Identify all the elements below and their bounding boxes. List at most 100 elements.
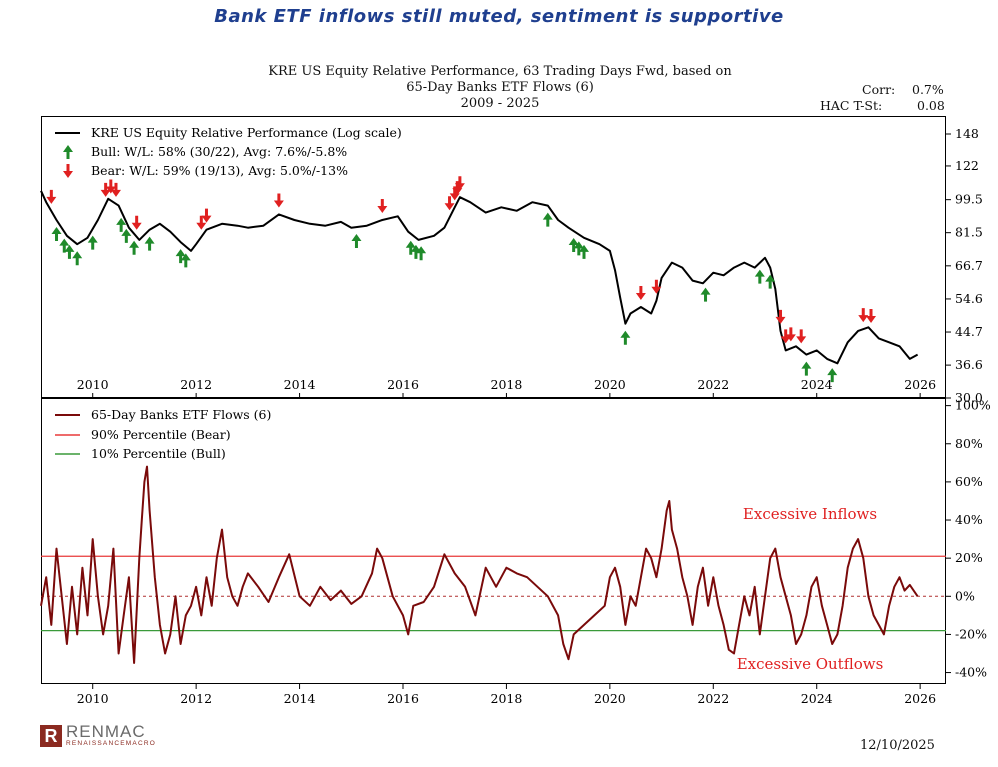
bear-signal-arrow [635,286,646,301]
logo-mark: R [40,725,62,747]
top-y-tick-label: 54.6 [955,291,983,306]
bottom-y-tick-label: 0% [955,588,975,603]
bear-signal-arrow [201,208,212,223]
bear-signal-arrow [110,182,121,197]
top-x-tick-label: 2022 [697,377,729,392]
bear-signal-arrow [452,181,463,196]
bottom-x-tick-label: 2014 [284,691,316,706]
bottom-y-tick-label: 80% [955,436,983,451]
legend-perf-label: KRE US Equity Relative Performance (Log … [91,125,402,140]
top-y-tick-label: 122 [955,158,979,173]
bottom-x-tick-label: 2020 [594,691,626,706]
bottom-y-tick-label: 60% [955,474,983,489]
bottom-x-tick-label: 2016 [387,691,419,706]
bull-signal-arrow [180,253,191,268]
top-x-tick-label: 2016 [387,377,419,392]
bear-signal-arrow [377,198,388,213]
bull-signal-arrow [129,240,140,255]
legend-bear-label: Bear: W/L: 59% (19/13), Avg: 5.0%/-13% [91,163,348,178]
bull-signal-arrow [59,238,70,253]
bear-signal-arrow [100,182,111,197]
legend-bull-arrow [63,145,73,159]
chart-title-line-2: 65-Day Banks ETF Flows (6) [406,80,594,95]
top-panel-frame [41,116,946,398]
t-stat-value: 0.08 [917,98,945,113]
legend-bear-threshold-label: 90% Percentile (Bear) [91,427,231,442]
bull-signal-arrow [64,244,75,259]
bull-signal-arrow [116,217,127,232]
top-x-tick-label: 2010 [77,377,109,392]
bear-signal-arrow [780,329,791,344]
bear-signal-arrow [449,186,460,201]
bottom-panel-frame [41,398,946,684]
corr-value: 0.7% [912,82,944,97]
chart-title-line-1: KRE US Equity Relative Performance, 63 T… [268,64,732,79]
bull-signal-arrow [568,237,579,252]
bottom-y-tick-label: 40% [955,512,983,527]
t-stat-label: HAC T-St: [820,98,883,113]
logo-text: RENMAC RENAISSANCEMACRO [66,722,156,748]
bull-signal-arrow [51,226,62,241]
bull-signal-arrow [87,235,98,250]
chart-title-line-3: 2009 - 2025 [460,96,540,111]
bull-signal-arrow [700,287,711,302]
top-y-tick-label: 44.7 [955,324,983,339]
top-x-tick-label: 2012 [180,377,212,392]
top-y-tick-label: 66.7 [955,258,983,273]
logo-name: RENMAC [66,722,146,741]
bear-signal-arrow [785,327,796,342]
legend-flows-label: 65-Day Banks ETF Flows (6) [91,407,271,422]
top-y-tick-label: 36.6 [955,357,983,372]
bear-signal-arrow [131,215,142,230]
bull-signal-arrow [827,368,838,383]
bull-signal-arrow [405,240,416,255]
top-y-tick-label: 81.5 [955,225,983,240]
bottom-y-tick-label: 20% [955,550,983,565]
bull-signal-arrow [144,236,155,251]
bear-signal-arrow [796,329,807,344]
bull-signal-arrow [579,244,589,259]
bottom-x-tick-label: 2012 [180,691,212,706]
bear-signal-arrow [866,309,877,324]
annotation-excessive-inflows: Excessive Inflows [743,505,877,523]
corr-label: Corr: [862,82,896,97]
bull-signal-arrow [72,251,83,266]
bull-signal-arrow [175,249,186,264]
bear-signal-arrow [454,176,465,191]
bull-signal-arrow [754,269,765,284]
bull-signal-arrow [573,241,584,256]
bear-signal-arrow [858,308,869,323]
top-y-tick-label: 30.0 [955,390,983,405]
legend-bear-arrow [63,164,73,178]
report-date: 12/10/2025 [860,738,935,753]
bear-signal-arrow [46,189,57,204]
bear-signal-arrow [273,193,284,208]
bear-signal-arrow [775,309,786,324]
bottom-y-tick-label: 100% [955,398,991,413]
top-x-tick-label: 2024 [801,377,833,392]
bottom-y-tick-label: -20% [955,626,987,641]
bull-signal-arrow [765,274,776,289]
banks-etf-flows-line [40,465,919,664]
annotation-excessive-outflows: Excessive Outflows [737,655,884,673]
top-y-tick-label: 148 [955,126,979,141]
top-x-tick-label: 2020 [594,377,626,392]
top-x-tick-label: 2018 [491,377,523,392]
legend-bull-label: Bull: W/L: 58% (30/22), Avg: 7.6%/-5.8% [91,144,347,159]
legend-bull-threshold-label: 10% Percentile (Bull) [91,446,226,461]
bear-signal-arrow [444,196,455,211]
bottom-x-tick-label: 2026 [904,691,936,706]
top-x-tick-label: 2026 [904,377,936,392]
bull-signal-arrow [121,228,132,243]
renmac-logo: R RENMAC RENAISSANCEMACRO [40,722,156,748]
bottom-y-tick-label: -40% [955,665,987,680]
bull-signal-arrow [620,330,631,345]
bottom-x-tick-label: 2024 [801,691,833,706]
bull-signal-arrow [416,246,427,261]
bull-signal-arrow [351,234,362,249]
bull-signal-arrow [542,212,553,227]
bottom-x-tick-label: 2018 [491,691,523,706]
bear-signal-arrow [196,215,207,230]
bull-signal-arrow [801,361,812,376]
